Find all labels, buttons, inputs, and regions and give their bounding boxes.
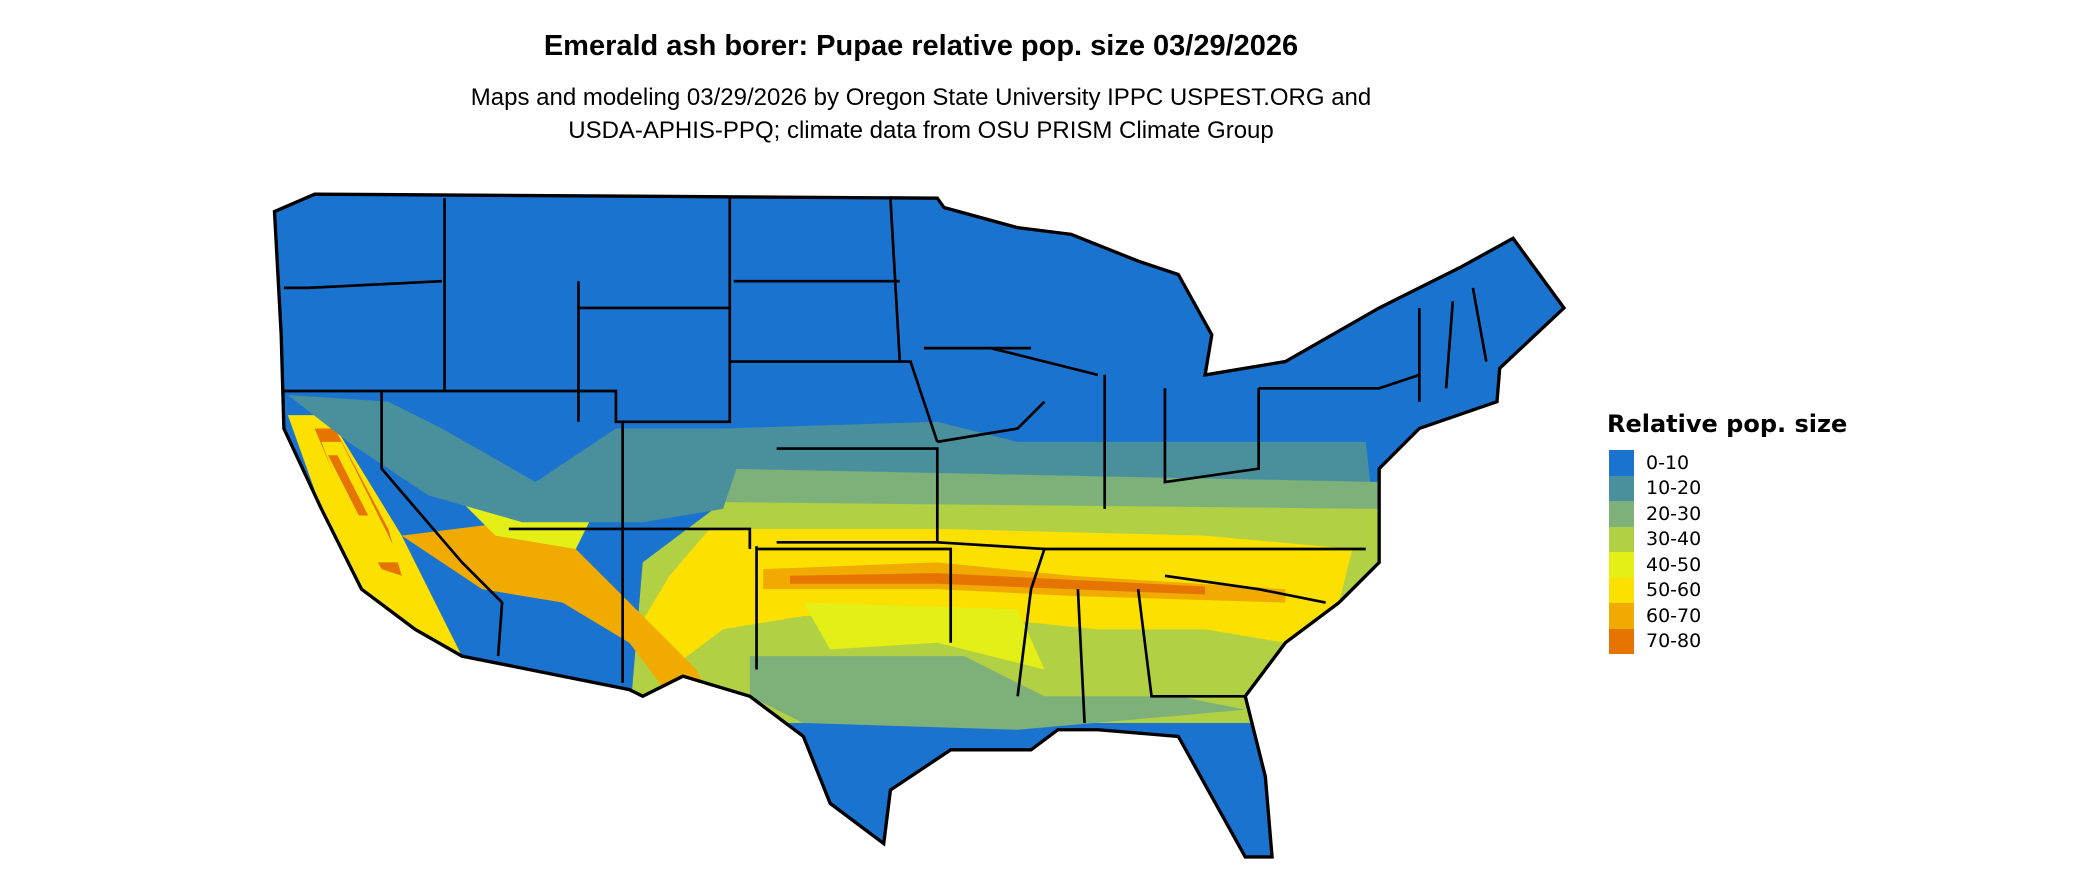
legend-swatch (1609, 526, 1634, 552)
map-subtitle-line-2: USDA-APHIS-PPQ; climate data from OSU PR… (568, 117, 1274, 144)
legend-title: Relative pop. size (1607, 410, 1848, 438)
legend-label: 70-80 (1646, 630, 1702, 653)
legend-item: 30-40 (1609, 526, 1847, 552)
legend-item: 20-30 (1609, 501, 1847, 527)
legend-label: 30-40 (1646, 528, 1702, 551)
legend-swatch (1609, 450, 1634, 476)
legend: Relative pop. size 0-10 10-20 20-30 30-40 40… (1607, 410, 1848, 654)
map-subtitle-line-1: Maps and modeling 03/29/2026 by Oregon S… (470, 84, 1372, 111)
legend-item: 10-20 (1609, 475, 1847, 501)
legend-label: 0-10 (1646, 451, 1690, 474)
population-raster (274, 194, 1564, 857)
legend-item: 60-70 (1609, 603, 1847, 629)
legend-swatch (1609, 603, 1634, 629)
legend-swatch (1609, 628, 1634, 654)
legend-swatch (1609, 577, 1634, 603)
map-title: Emerald ash borer: Pupae relative pop. s… (543, 30, 1299, 62)
legend-swatch (1609, 552, 1634, 578)
state-borders (283, 198, 1488, 724)
legend-item: 50-60 (1609, 577, 1847, 603)
legend-item: 70-80 (1609, 628, 1847, 654)
legend-swatch (1609, 501, 1634, 527)
legend-label: 10-20 (1646, 477, 1702, 500)
legend-swatch (1609, 475, 1634, 501)
legend-label: 50-60 (1646, 579, 1702, 602)
legend-label: 60-70 (1646, 604, 1702, 627)
legend-label: 40-50 (1646, 553, 1702, 576)
legend-item: 40-50 (1609, 552, 1847, 578)
legend-item: 0-10 (1609, 450, 1847, 476)
legend-label: 20-30 (1646, 502, 1702, 525)
